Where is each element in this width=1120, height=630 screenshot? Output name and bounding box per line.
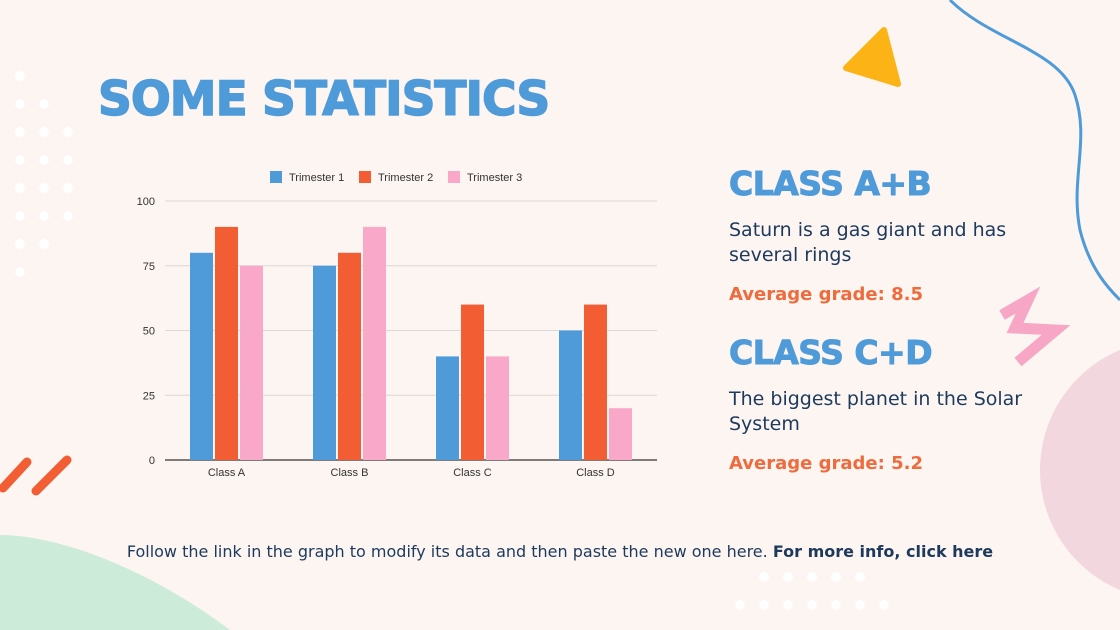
page-title: SOME STATISTICS	[97, 71, 551, 128]
footer-text: Follow the link in the graph to modify i…	[126, 542, 768, 561]
x-tick-label: Class D	[576, 467, 615, 479]
bar-class-c-series-2	[461, 304, 484, 460]
chart-gridlines	[165, 200, 657, 461]
bar-class-b-series-2	[338, 252, 361, 460]
class-ab-grade: Average grade: 8.5	[729, 284, 923, 305]
chart-legend: Trimester 1 Trimester 2 Trimester 3	[270, 171, 522, 184]
dot-pattern-left	[15, 71, 73, 277]
blue-squiggle-line	[948, 0, 1120, 302]
legend-swatch	[270, 171, 282, 183]
legend-label: Trimester 3	[467, 172, 522, 184]
bar-class-c-series-3	[486, 356, 509, 460]
bar-class-a-series-2	[215, 226, 238, 460]
x-tick-label: Class A	[208, 467, 246, 479]
class-cd-section: CLASS C+D The biggest planet in the Sola…	[729, 333, 1029, 475]
bar-class-d-series-3	[609, 408, 632, 460]
class-ab-heading: CLASS A+B	[729, 164, 933, 204]
bar-class-c-series-1	[436, 356, 459, 460]
pink-zigzag-shape	[999, 286, 1071, 367]
pink-circle-shape	[1040, 350, 1120, 590]
legend-swatch	[448, 171, 460, 183]
legend-label: Trimester 2	[378, 172, 433, 184]
class-ab-section: CLASS A+B Saturn is a gas giant and has …	[729, 164, 1029, 306]
x-tick-label: Class B	[331, 467, 369, 479]
bar-class-a-series-3	[240, 265, 263, 460]
green-blob-shape	[0, 535, 230, 630]
x-tick-label: Class C	[453, 467, 492, 479]
orange-slash-marks	[0, 455, 72, 496]
class-cd-grade: Average grade: 5.2	[729, 453, 923, 474]
bar-class-d-series-1	[559, 330, 582, 460]
y-tick-label: 50	[143, 326, 155, 338]
bar-class-b-series-3	[363, 226, 386, 460]
chart-x-tick-labels: Class A Class B Class C Class D	[208, 467, 615, 479]
y-tick-label: 100	[137, 196, 155, 208]
y-tick-label: 25	[143, 390, 155, 402]
chart-y-tick-labels: 0 25 50 75 100	[137, 196, 155, 467]
more-info-link[interactable]: For more info, click here	[772, 542, 994, 561]
y-tick-label: 0	[149, 455, 155, 467]
yellow-triangle-shape	[843, 27, 901, 87]
bar-class-b-series-1	[313, 265, 336, 460]
class-cd-description: The biggest planet in the Solar System	[729, 388, 1023, 435]
y-tick-label: 75	[143, 261, 155, 273]
footer-note: Follow the link in the graph to modify i…	[0, 542, 1120, 561]
legend-swatch	[359, 171, 371, 183]
legend-label: Trimester 1	[289, 172, 344, 184]
dot-pattern-bottom	[735, 572, 889, 610]
bar-class-a-series-1	[190, 252, 213, 460]
class-cd-heading: CLASS C+D	[729, 333, 934, 373]
class-ab-description: Saturn is a gas giant and has several ri…	[729, 219, 1007, 266]
chart-bars	[190, 226, 632, 460]
bar-class-d-series-2	[584, 304, 607, 460]
